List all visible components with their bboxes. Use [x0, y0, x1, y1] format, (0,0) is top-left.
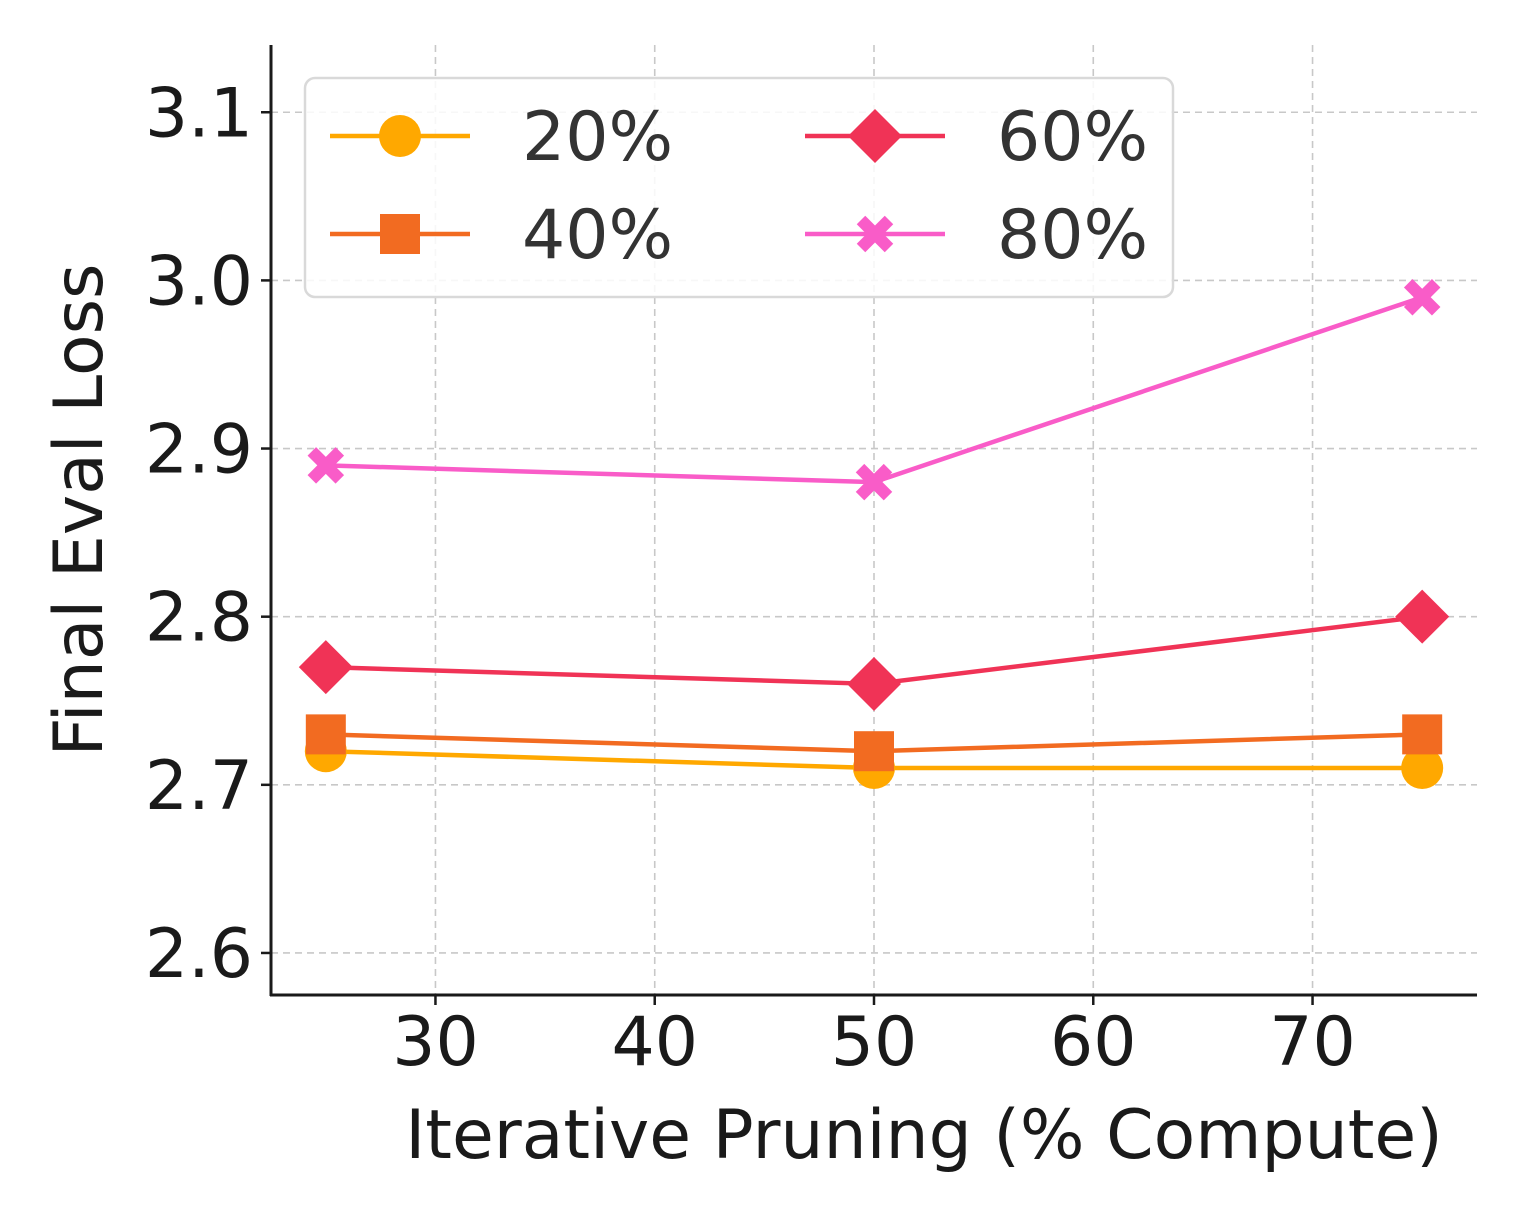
- y-tick-label: 2.8: [145, 579, 253, 658]
- x-marker-stroke: [1403, 278, 1441, 316]
- data-point: [854, 731, 894, 772]
- legend-label: 40%: [522, 196, 673, 275]
- legend-label: 60%: [997, 98, 1148, 177]
- data-point: [298, 640, 353, 695]
- x-marker-stroke: [307, 447, 345, 484]
- data-point: [1401, 747, 1444, 790]
- data-point: [1403, 278, 1441, 316]
- x-marker-stroke: [856, 215, 894, 253]
- data-point: [847, 656, 901, 711]
- y-tick-label: 3.0: [145, 242, 253, 321]
- data-point: [1395, 589, 1450, 644]
- data-point: [855, 463, 893, 501]
- legend-marker: [848, 109, 902, 163]
- legend-label: 20%: [522, 98, 673, 177]
- legend-entry: 40%: [330, 196, 673, 275]
- x-tick-label: 60: [1050, 1003, 1137, 1082]
- y-tick-label: 2.9: [145, 411, 253, 490]
- legend: 20% 40% 60% 80%: [303, 76, 1175, 299]
- legend-box: [303, 76, 1175, 299]
- x-tick-label: 30: [392, 1003, 479, 1082]
- y-axis-title: Final Eval Loss: [40, 264, 119, 757]
- legend-marker: [856, 215, 894, 253]
- data-point: [307, 447, 345, 484]
- y-tick-label: 2.7: [145, 747, 253, 826]
- axes: [261, 45, 1477, 1005]
- data-point: [1402, 714, 1443, 755]
- legend-entry: 80%: [805, 196, 1148, 275]
- x-marker-stroke: [855, 463, 893, 501]
- x-axis-title: Iterative Pruning (% Compute): [405, 1096, 1443, 1175]
- legend-label: 80%: [997, 196, 1148, 275]
- legend-marker: [379, 115, 421, 157]
- legend-marker: [380, 214, 420, 254]
- data-point: [305, 714, 346, 755]
- legend-entry: 20%: [330, 98, 673, 177]
- y-tick-label: 2.6: [145, 915, 253, 994]
- x-tick-label: 40: [611, 1003, 698, 1082]
- x-tick-label: 70: [1269, 1003, 1356, 1082]
- x-tick-label: 50: [831, 1003, 918, 1082]
- series-60%: [298, 589, 1450, 711]
- series-40%: [305, 714, 1443, 772]
- y-tick-label: 3.1: [145, 74, 253, 153]
- series-80%: [307, 278, 1441, 501]
- series-layer: [298, 278, 1450, 790]
- legend-entry: 60%: [805, 98, 1148, 177]
- tick-labels: 30 40 50 60 70 2.6 2.7 2.8 2.9 3.0 3.1: [145, 74, 1356, 1082]
